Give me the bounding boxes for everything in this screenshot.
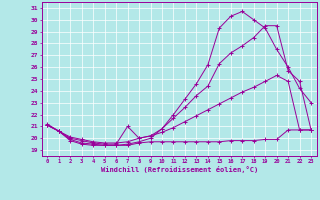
X-axis label: Windchill (Refroidissement éolien,°C): Windchill (Refroidissement éolien,°C) xyxy=(100,166,258,173)
